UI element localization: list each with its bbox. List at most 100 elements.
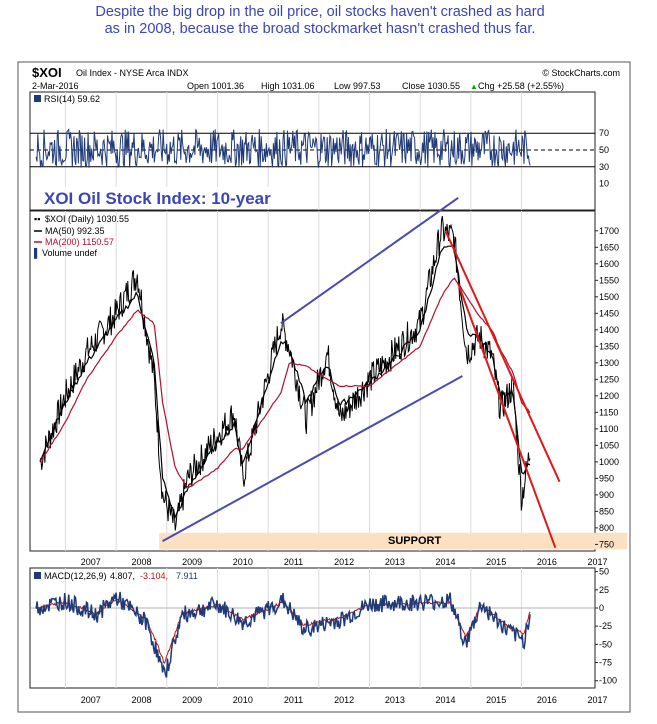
x-tick-label: 2013	[385, 557, 405, 567]
change-value: Chg +25.58 (+2.55%)	[478, 81, 564, 91]
macd-plot	[30, 591, 595, 678]
price-tick-label: 1450	[599, 308, 619, 318]
price-tick-label: 1350	[599, 341, 619, 351]
rsi-legend-swatch	[34, 95, 41, 102]
support-band	[159, 532, 627, 550]
y-axis-ticks: 1700 1650 1600 1550 1500 1450 1400 1350 1300 1250…	[595, 128, 619, 686]
legend-volume: Volume undef	[42, 248, 98, 258]
macd-legend-swatch	[34, 572, 41, 579]
price-panel	[29, 210, 596, 552]
price-tick-label: 750	[599, 539, 614, 549]
x-tick-label: 2017	[588, 695, 608, 705]
macd-label: MACD(12,26,9)	[44, 571, 107, 581]
legend-ma50: MA(50) 992.35	[45, 226, 105, 236]
x-tick-label: 2012	[334, 695, 354, 705]
x-tick-label: 2016	[537, 695, 557, 705]
blue-trendline	[280, 196, 459, 325]
legend-ma200: MA(200) 1150.57	[45, 237, 114, 247]
annotation-line-1: Despite the big drop in the oil price, o…	[95, 4, 545, 20]
x-tick-label: 2010	[233, 695, 253, 705]
annotation-text: Despite the big drop in the oil price, o…	[40, 4, 600, 38]
rsi-line	[35, 128, 531, 169]
price-tick-label: 1400	[599, 325, 619, 335]
rsi-tick-label: 30	[599, 162, 609, 172]
index-name: Oil Index - NYSE Arca INDX	[76, 68, 189, 78]
trendlines	[162, 196, 561, 549]
x-axis-ticks: 2007 2007 2008 2008 2009 2009 2010 2010 2011 2011…	[81, 557, 608, 705]
x-tick-label: 2007	[81, 695, 101, 705]
price-tick-label: 1250	[599, 374, 619, 384]
rsi-tick-label: 50	[599, 145, 609, 155]
price-tick-label: 1050	[599, 440, 619, 450]
price-tick-label: 1600	[599, 259, 619, 269]
chart-date: 2-Mar-2016	[32, 81, 79, 91]
price-tick-label: 1650	[599, 242, 619, 252]
price-tick-label: 1200	[599, 391, 619, 401]
volume-icon: ▌	[34, 247, 40, 259]
macd-signal-value: -3.104,	[140, 571, 168, 581]
change-up-icon: ▲	[470, 82, 478, 91]
macd-tick-label: 0	[599, 603, 604, 613]
legend-price-icon: ▪▪	[34, 214, 40, 224]
macd-value: 4.807,	[110, 571, 135, 581]
x-tick-label: 2008	[131, 557, 151, 567]
x-tick-label: 2014	[436, 695, 456, 705]
macd-tick-label: 50	[599, 567, 609, 577]
price-tick-label: 1000	[599, 457, 619, 467]
support-label: SUPPORT	[388, 535, 441, 547]
x-tick-label: 2016	[537, 557, 557, 567]
x-tick-label: 2009	[182, 695, 202, 705]
legend-price: $XOI (Daily) 1030.55	[45, 214, 129, 224]
rsi-plot	[30, 128, 595, 169]
x-tick-label: 2012	[334, 557, 354, 567]
price-tick-label: 1550	[599, 275, 619, 285]
open-value: Open 1001.36	[187, 81, 244, 91]
x-tick-label: 2011	[284, 695, 303, 705]
price-tick-label: 1100	[599, 424, 618, 434]
chart-title: XOI Oil Stock Index: 10-year	[44, 189, 271, 208]
ma50-line	[39, 245, 531, 521]
x-tick-label: 2009	[182, 557, 202, 567]
support-zone	[159, 532, 627, 550]
x-tick-label: 2011	[284, 557, 303, 567]
macd-tick-label: 25	[599, 585, 609, 595]
macd-tick-label: -100	[599, 676, 617, 686]
close-value: Close 1030.55	[402, 81, 460, 91]
macd-hist-value: 7.911	[176, 571, 198, 581]
x-tick-label: 2013	[385, 695, 405, 705]
macd-tick-label: -25	[599, 621, 612, 631]
price-tick-label: 1500	[599, 292, 619, 302]
macd-tick-label: -75	[599, 658, 612, 668]
macd-line	[35, 591, 531, 678]
low-value: Low 997.53	[334, 81, 381, 91]
x-tick-label: 2008	[131, 695, 151, 705]
price-tick-label: 1700	[599, 226, 619, 236]
price-legend: ▪▪ $XOI (Daily) 1030.55 MA(50) 992.35 MA…	[34, 214, 129, 259]
x-tick-label: 2014	[436, 557, 456, 567]
annotation-line-2: as in 2008, because the broad stockmarke…	[104, 21, 536, 37]
rsi-tick-label: 70	[599, 128, 609, 138]
x-tick-label: 2010	[233, 557, 253, 567]
blue-trendline	[162, 375, 463, 542]
price-tick-label: 900	[599, 490, 614, 500]
macd-legend: MACD(12,26,9) 4.807, -3.104, 7.911	[34, 571, 198, 581]
price-tick-label: 850	[599, 506, 614, 516]
symbol-label: $XOI	[32, 65, 62, 80]
red-trendline	[457, 283, 557, 549]
rsi-label: RSI(14) 59.62	[44, 94, 100, 104]
x-tick-label: 2017	[588, 557, 608, 567]
chart-title-bg	[40, 187, 298, 209]
rsi-tick-label: 10	[599, 179, 609, 189]
ma200-line	[39, 277, 531, 488]
high-value: High 1031.06	[261, 81, 315, 91]
x-tick-label: 2007	[81, 557, 101, 567]
price-tick-label: 1300	[599, 358, 619, 368]
price-tick-label: 800	[599, 523, 614, 533]
x-tick-label: 2015	[486, 695, 506, 705]
x-tick-label: 2015	[486, 557, 506, 567]
price-tick-label: 1150	[599, 407, 618, 417]
red-trendline	[444, 230, 561, 483]
credit-label: © StockCharts.com	[542, 68, 620, 78]
macd-tick-label: -50	[599, 639, 612, 649]
